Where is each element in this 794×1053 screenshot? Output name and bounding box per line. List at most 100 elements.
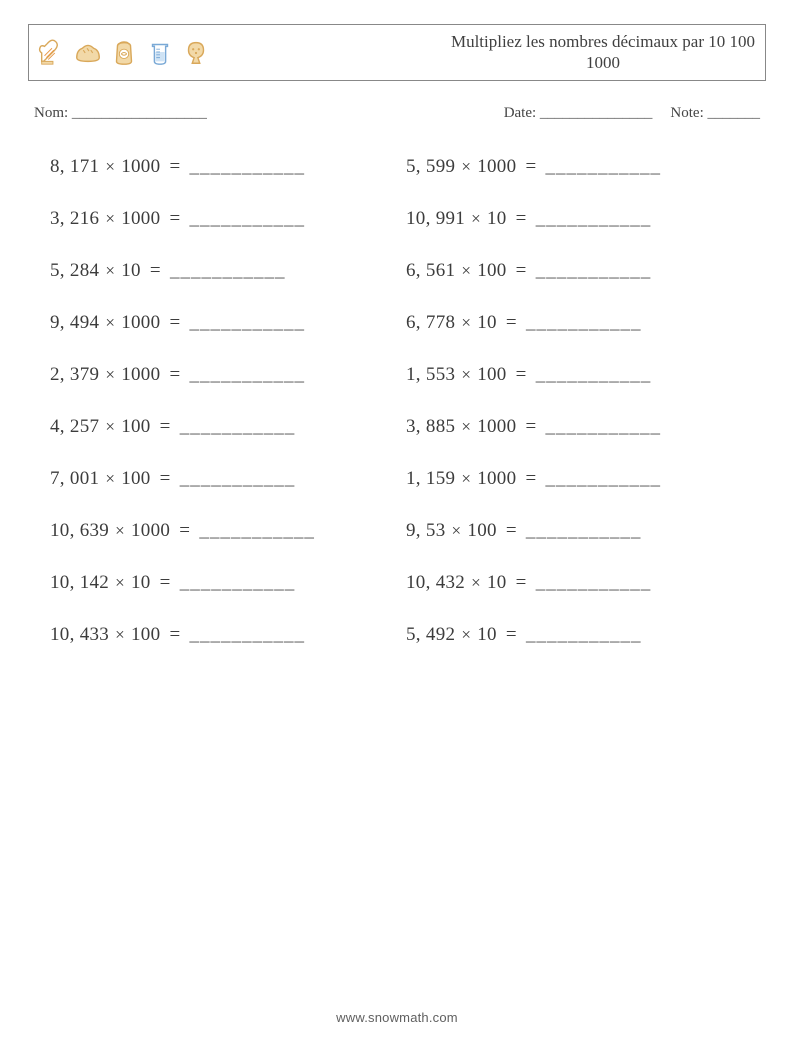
score-blank[interactable]: _______ [708,105,761,121]
operand-b: 1000 [477,416,516,437]
equals-sign: = [497,312,526,333]
problem-item: 3, 885×1000 = ___________ [406,416,752,438]
equals-sign: = [497,520,526,541]
multiply-symbol: × [455,261,477,280]
operand-b: 100 [477,260,506,281]
problem-item: 1, 553×100 = ___________ [406,364,752,386]
equals-sign: = [160,624,189,645]
operand-a: 4, 257 [50,416,99,437]
multiply-symbol: × [455,469,477,488]
equals-sign: = [507,260,536,281]
operand-a: 10, 432 [406,572,465,593]
answer-blank[interactable]: ___________ [190,156,306,177]
answer-blank[interactable]: ___________ [526,520,642,541]
problem-item: 2, 379×1000 = ___________ [50,364,396,386]
operand-b: 100 [121,416,150,437]
worksheet-title: Multipliez les nombres décimaux par 10 1… [451,31,755,74]
name-blank[interactable]: __________________ [72,105,207,121]
operand-a: 10, 142 [50,572,109,593]
multiply-symbol: × [455,157,477,176]
equals-sign: = [507,208,536,229]
header-icons [37,37,211,67]
problem-item: 9, 494×1000 = ___________ [50,312,396,334]
multiply-symbol: × [465,209,487,228]
equals-sign: = [160,312,189,333]
operand-b: 100 [131,624,160,645]
multiply-symbol: × [455,313,477,332]
problem-item: 3, 216×1000 = ___________ [50,208,396,230]
answer-blank[interactable]: ___________ [180,572,296,593]
multiply-symbol: × [455,365,477,384]
answer-blank[interactable]: ___________ [536,260,652,281]
multiply-symbol: × [109,625,131,644]
bread-icon [73,37,103,67]
answer-blank[interactable]: ___________ [546,416,662,437]
date-field: Date: _______________ [504,105,653,122]
answer-blank[interactable]: ___________ [526,312,642,333]
operand-a: 5, 284 [50,260,99,281]
operand-a: 6, 778 [406,312,455,333]
operand-b: 10 [487,208,507,229]
operand-b: 1000 [121,208,160,229]
cookie-icon [181,37,211,67]
equals-sign: = [160,208,189,229]
equals-sign: = [516,468,545,489]
worksheet-header: Multipliez les nombres décimaux par 10 1… [28,24,766,81]
multiply-symbol: × [109,521,131,540]
equals-sign: = [497,624,526,645]
operand-b: 10 [487,572,507,593]
problem-item: 8, 171×1000 = ___________ [50,156,396,178]
multiply-symbol: × [99,365,121,384]
multiply-symbol: × [99,417,121,436]
mitt-icon [37,37,67,67]
date-blank[interactable]: _______________ [540,105,653,121]
answer-blank[interactable]: ___________ [190,312,306,333]
answer-blank[interactable]: ___________ [536,364,652,385]
answer-blank[interactable]: ___________ [536,572,652,593]
operand-b: 1000 [121,312,160,333]
problem-item: 6, 561×100 = ___________ [406,260,752,282]
operand-b: 10 [131,572,151,593]
operand-a: 10, 991 [406,208,465,229]
equals-sign: = [516,416,545,437]
operand-a: 1, 553 [406,364,455,385]
answer-blank[interactable]: ___________ [170,260,286,281]
score-field: Note: _______ [670,105,760,122]
equals-sign: = [507,364,536,385]
equals-sign: = [151,572,180,593]
equals-sign: = [160,364,189,385]
operand-b: 100 [477,364,506,385]
operand-a: 3, 216 [50,208,99,229]
date-label: Date: [504,105,536,121]
name-field: Nom: __________________ [34,105,207,122]
answer-blank[interactable]: ___________ [536,208,652,229]
multiply-symbol: × [109,573,131,592]
operand-b: 100 [467,520,496,541]
answer-blank[interactable]: ___________ [546,468,662,489]
problem-item: 4, 257×100 = ___________ [50,416,396,438]
equals-sign: = [151,416,180,437]
answer-blank[interactable]: ___________ [546,156,662,177]
problem-item: 5, 492×10 = ___________ [406,624,752,646]
answer-blank[interactable]: ___________ [190,364,306,385]
problem-item: 9, 53×100 = ___________ [406,520,752,542]
operand-a: 5, 492 [406,624,455,645]
operand-a: 9, 53 [406,520,446,541]
problem-item: 10, 432×10 = ___________ [406,572,752,594]
equals-sign: = [507,572,536,593]
score-label: Note: [670,105,703,121]
multiply-symbol: × [465,573,487,592]
answer-blank[interactable]: ___________ [199,520,315,541]
meta-row: Nom: __________________ Date: __________… [34,105,760,122]
answer-blank[interactable]: ___________ [180,468,296,489]
answer-blank[interactable]: ___________ [190,624,306,645]
operand-b: 1000 [121,156,160,177]
answer-blank[interactable]: ___________ [180,416,296,437]
operand-b: 1000 [121,364,160,385]
equals-sign: = [160,156,189,177]
answer-blank[interactable]: ___________ [526,624,642,645]
answer-blank[interactable]: ___________ [190,208,306,229]
problem-item: 10, 142×10 = ___________ [50,572,396,594]
operand-a: 6, 561 [406,260,455,281]
flour-icon [109,37,139,67]
